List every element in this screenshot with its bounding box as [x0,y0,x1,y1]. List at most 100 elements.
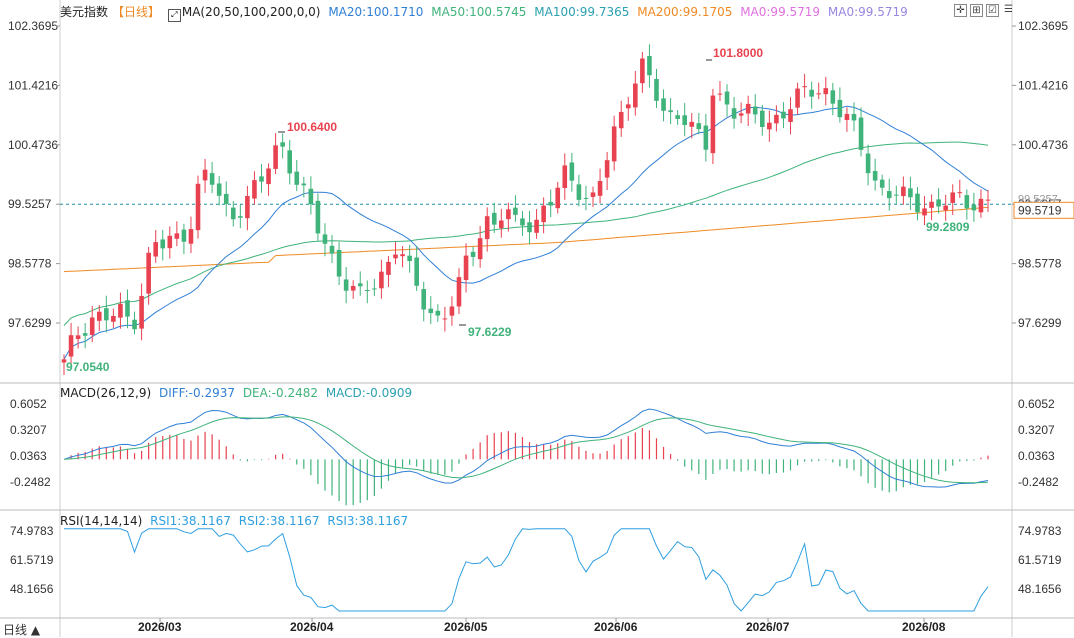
candle-body [61,359,67,363]
candle-body [569,162,575,181]
candle-body [604,160,610,178]
candle-body [809,89,814,97]
candle-body [245,196,250,219]
candle-body [139,295,144,329]
annotation-peak: 100.6400 [287,120,337,134]
candle-body [456,277,462,307]
candle-body [96,311,102,321]
candle-body [978,198,984,213]
candle-body [872,171,878,181]
candle-body [336,249,342,277]
candle-body [146,252,151,294]
annotation-high: 101.8000 [713,46,763,60]
price-tick-left: 99.5257 [8,197,52,211]
candle-body [125,300,130,317]
candle-body [89,317,95,335]
candle-body [823,88,829,95]
candle-body [132,319,137,330]
macd-label: MACD(26,12,9) [60,386,152,400]
macd-value: MACD:-0.0909 [325,386,413,400]
price-tick-right: 102.3695 [1018,19,1068,33]
candle-body [463,255,469,280]
candle-body [153,242,158,257]
price-tick-right: 100.4736 [1018,138,1068,152]
candle-body [943,205,948,211]
candle-body [929,201,934,208]
checkbox-icon[interactable]: ☑ [986,4,999,17]
date-tick: 2026/07 [746,620,790,634]
candle-body [315,200,321,234]
ma100-value: MA100:99.7365 [534,5,630,19]
candle-body [68,335,74,357]
guide-price-label: 99.5257 [1018,193,1058,205]
candle-body [985,199,991,201]
date-tick: 2026/03 [138,620,182,634]
grid-expand-icon[interactable]: ⊞ [970,4,983,17]
candle-body [322,234,328,244]
candle-body [759,110,765,127]
candle-body [788,109,793,122]
candle-body [421,289,427,310]
candle-body [414,257,419,286]
candle-body [597,181,603,196]
price-tick-left: 101.4216 [8,78,58,92]
date-tick: 2026/08 [902,620,946,634]
ma20-value: MA20:100.1710 [328,5,424,19]
main-legend: 美元指数 【日线】 ⤢ MA(20,50,100,200,0,0) MA20:100… [60,5,912,22]
candle-body [767,122,772,130]
rsi-tick-left: 48.1656 [10,582,54,596]
candle-body [689,121,695,127]
candle-body [118,303,123,318]
candle-body [964,195,970,209]
candle-body [111,315,116,322]
ma0b-value: MA0:99.5719 [827,5,908,19]
candle-body [957,192,963,194]
candle-body [400,254,405,257]
crosshair-icon[interactable]: ✛ [954,4,967,17]
rsi-tick-right: 61.5719 [1018,553,1062,567]
candle-body [195,183,201,231]
price-tick-right: 101.4216 [1018,78,1068,92]
macd-diff: DIFF:-0.2937 [158,386,235,400]
candle-body [266,168,271,185]
candle-body [724,91,730,105]
candle-body [520,218,525,226]
macd-tick-left: 0.6052 [10,397,47,411]
candle-body [230,207,236,220]
ma50-value: MA50:100.5745 [431,5,527,19]
macd-diff-line [63,408,989,488]
candle-body [745,103,751,114]
price-tick-left: 97.6299 [8,316,52,330]
date-tick: 2026/06 [594,620,638,634]
price-tick-left: 98.5778 [8,257,52,271]
candle-body [202,169,208,181]
period-label[interactable]: 【日线】 [112,5,161,19]
macd-tick-right: -0.2482 [1018,475,1059,489]
candle-body [386,261,391,275]
candle-body [223,193,229,204]
candle-body [216,183,222,196]
candle-body [209,173,215,185]
price-tick-right: 98.5778 [1018,257,1062,271]
candle-body [922,208,927,216]
period-switch[interactable]: 日线 ▲ [3,623,41,637]
candle-body [442,318,448,320]
price-tick-left: 102.3695 [8,19,58,33]
candle-body [343,279,349,291]
candle-body [590,192,596,197]
annotation-recent-low: 99.2809 [926,220,970,234]
ma200-value: MA200:99.1705 [637,5,733,19]
candle-body [696,123,702,130]
candle-body [82,333,88,336]
menu-icon[interactable]: ☰ [1004,4,1013,15]
ma-toggle-icon[interactable]: ⤢ [167,9,181,22]
candle-body [661,98,666,111]
macd-tick-right: 0.6052 [1018,397,1055,411]
candle-body [357,283,363,287]
last-price-label: 99.5719 [1018,203,1062,217]
candle-body [618,111,624,129]
candle-body [499,220,504,229]
rsi-legend: RSI(14,14,14) RSI1:38.1167 RSI2:38.1167 … [60,514,412,528]
